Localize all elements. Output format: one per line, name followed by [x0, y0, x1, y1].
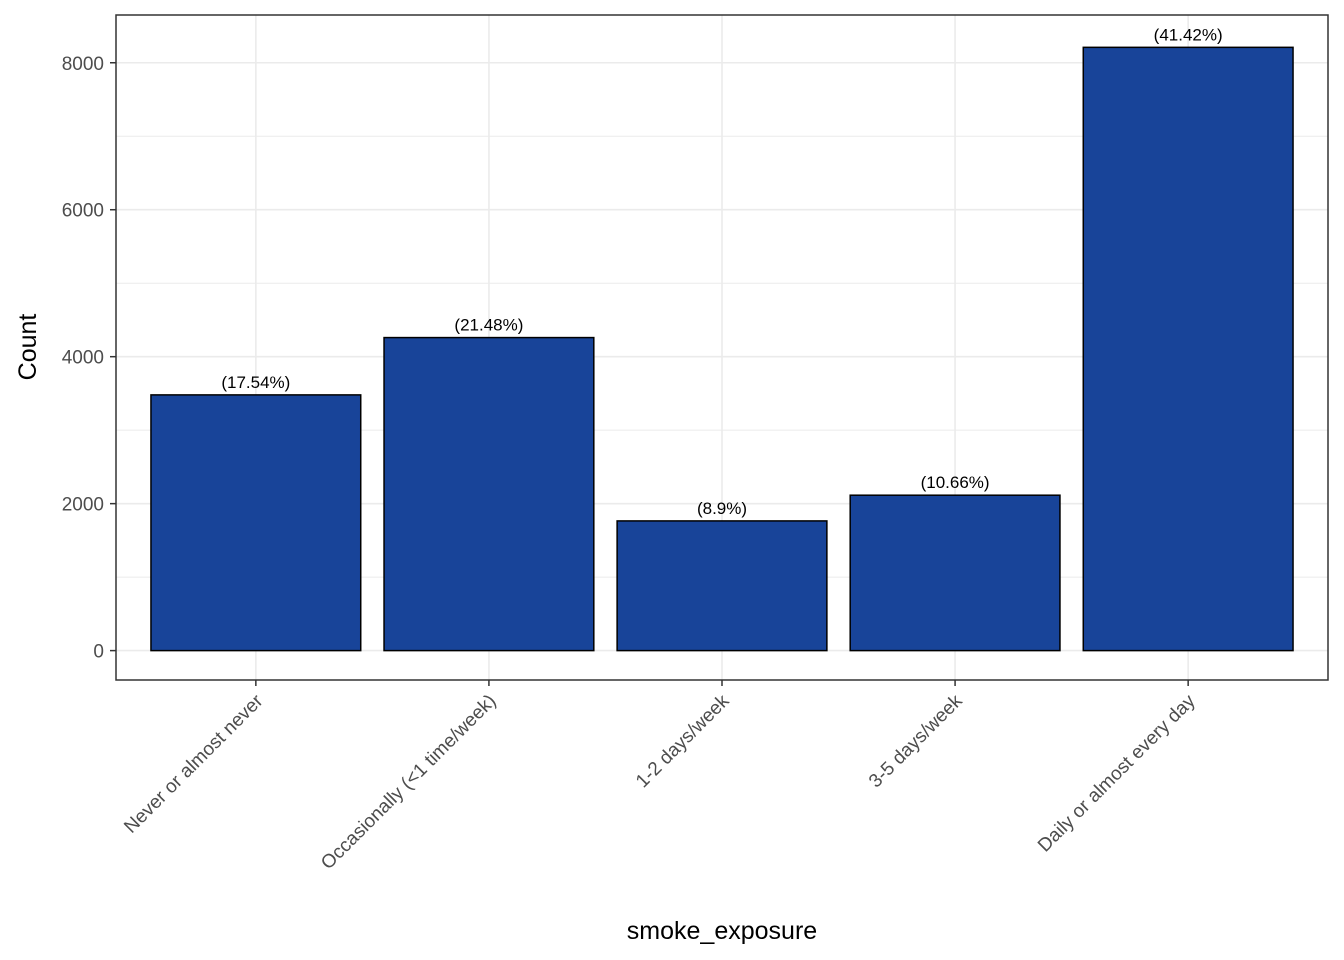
x-tick-label: 3-5 days/week [865, 690, 967, 792]
bars [150, 46, 1294, 652]
bar-data-label: (21.48%) [454, 316, 523, 335]
bar [616, 520, 828, 652]
y-tick-label: 8000 [62, 54, 104, 75]
x-tick-label: Never or almost never [120, 690, 267, 837]
bar [150, 394, 362, 652]
y-tick-label: 2000 [62, 495, 104, 516]
bar [383, 336, 595, 652]
bar [849, 494, 1061, 652]
y-tick-label: 4000 [62, 348, 104, 369]
bar-data-label: (17.54%) [221, 373, 290, 392]
bar-data-label: (10.66%) [921, 473, 990, 492]
bar-data-label: (41.42%) [1154, 25, 1223, 44]
x-axis-title: smoke_exposure [627, 917, 817, 945]
data-labels: (17.54%) (21.48%) (8.9%) (10.66%) (41.42%) [221, 25, 1222, 518]
x-tick-label: 1-2 days/week [632, 690, 734, 792]
y-axis-title: Count [14, 314, 42, 381]
x-tick-label: Occasionally (<1 time/week) [317, 691, 500, 874]
bar [1082, 46, 1294, 652]
bar-data-label: (8.9%) [697, 499, 747, 518]
x-tick-label: Daily or almost every day [1034, 690, 1200, 856]
y-tick-label: 0 [93, 642, 104, 663]
y-tick-label: 6000 [62, 201, 104, 222]
